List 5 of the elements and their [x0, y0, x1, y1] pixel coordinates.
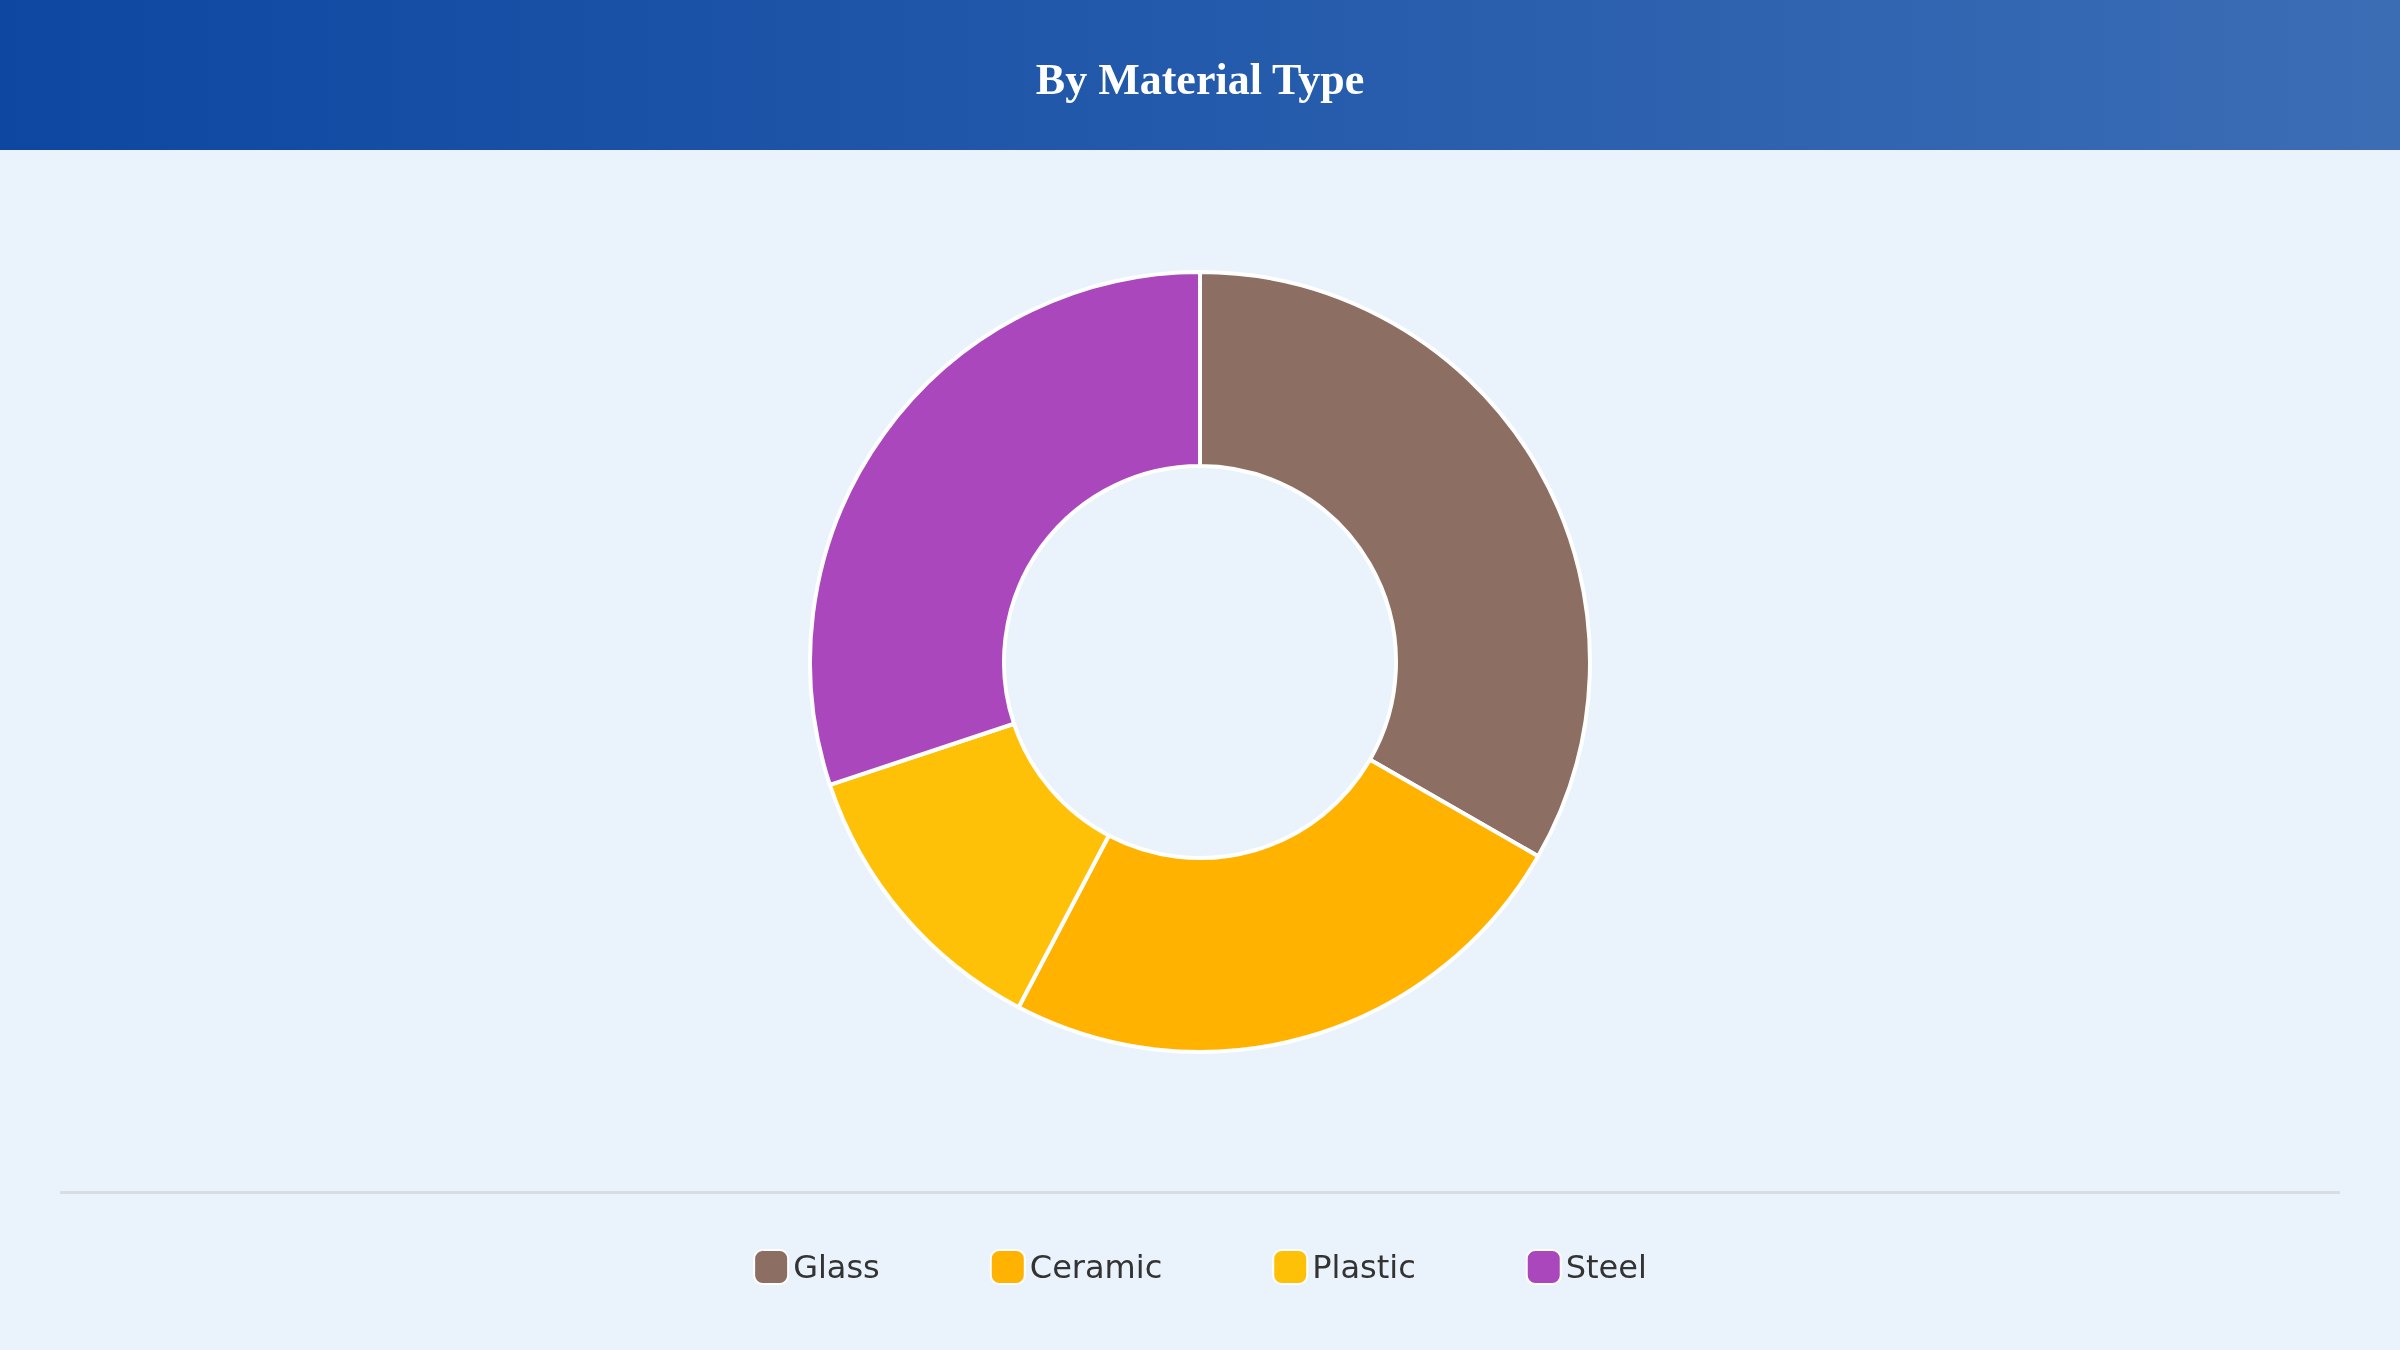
- legend-label: Steel: [1565, 1248, 1647, 1286]
- legend-label: Glass: [793, 1248, 880, 1286]
- legend-label: Plastic: [1312, 1248, 1416, 1286]
- legend-label: Ceramic: [1029, 1248, 1163, 1286]
- chart-title: By Material Type: [1035, 54, 1365, 104]
